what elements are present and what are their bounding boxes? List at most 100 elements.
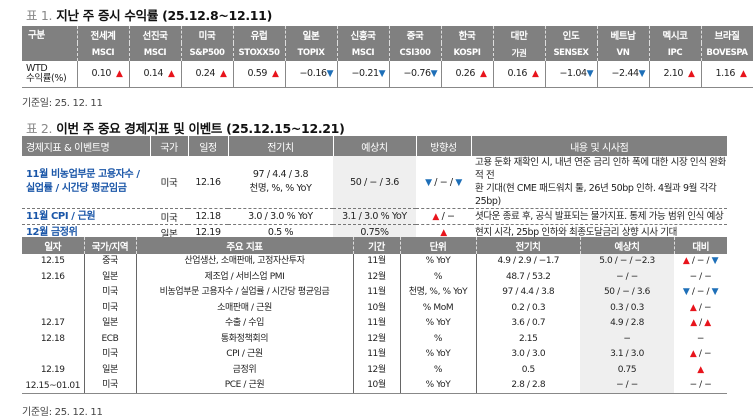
up-arrow-icon: ▲ xyxy=(739,68,747,79)
date-cell: 12.19 xyxy=(40,364,65,375)
forecast-cell: − / − xyxy=(580,269,674,285)
header-cell: 전기치 xyxy=(476,237,581,254)
header-market: 중국 xyxy=(389,26,442,43)
event-name[interactable]: 11월 비농업부문 고용자수 / 실업률 / 시간당 평균임금 xyxy=(22,156,150,209)
up-arrow-icon: ▲ xyxy=(167,68,175,79)
calendar-row: 12.15 중국 산업생산, 소매판매, 고정자산투자 11월 % YoY 4.9 / 2… xyxy=(22,254,727,270)
vs-cell: − xyxy=(696,333,705,344)
period-cell: 12월 xyxy=(367,271,386,282)
header-market: 베트남 xyxy=(597,26,650,43)
country-cell: 중국 xyxy=(83,254,136,270)
return-value: −0.16 xyxy=(299,68,328,80)
return-cell: 0.16 ▲ xyxy=(493,61,546,88)
up-arrow-icon: ▲ xyxy=(479,68,487,79)
vs-cell: ▲ xyxy=(674,363,727,379)
prev-cell: 0.5 xyxy=(475,362,580,378)
return-value: 0.10 xyxy=(91,68,112,80)
event-country: 미국 xyxy=(150,156,188,209)
date-cell: 12.15~01.01 xyxy=(22,378,84,394)
unit-cell: % xyxy=(399,331,476,347)
country-cell: 일본 xyxy=(83,362,136,378)
unit-cell: % YoY xyxy=(399,316,476,332)
header-index: MSCI xyxy=(77,43,130,61)
prev-cell: 48.7 / 53.2 xyxy=(475,269,580,285)
down-arrow-icon: ▼ xyxy=(682,287,690,298)
header-index: MSCI xyxy=(129,43,182,61)
header-market: 선진국 xyxy=(129,26,182,43)
period-cell: 11월 xyxy=(367,349,386,360)
header-cell: 기간 xyxy=(353,237,401,254)
return-cell: 0.24 ▲ xyxy=(181,61,234,88)
period-cell: 12월 xyxy=(367,333,386,344)
prev-cell: 2.8 / 2.8 xyxy=(475,378,580,394)
down-arrow-icon: ▼ xyxy=(378,68,386,79)
event-description: 셧다운 종료 후, 공식 발표되는 물가지표. 통제 가능 범위 인식 예상 xyxy=(471,208,727,225)
indicator-cell: 제조업 / 서비스업 PMI xyxy=(135,269,354,285)
event-name[interactable]: 11월 CPI / 근원 xyxy=(22,208,150,225)
down-arrow-icon: ▼ xyxy=(430,68,438,79)
country-cell: 미국 xyxy=(83,300,136,316)
up-arrow-icon: ▲ xyxy=(704,318,711,329)
calendar-row: 12.16 일본 제조업 / 서비스업 PMI 12월% 48.7 / 53.2− / … xyxy=(22,269,727,285)
up-arrow-icon: ▲ xyxy=(115,68,123,79)
prev-cell: 0.2 / 0.3 xyxy=(475,300,580,316)
event-date: 12.16 xyxy=(188,156,228,209)
unit-cell: 천명, %, % YoY xyxy=(399,285,476,301)
forecast-cell: 50 / − / 3.6 xyxy=(580,285,674,301)
table1-title: 표 1. 지난 주 증시 수익률 (25.12.8~12.11) xyxy=(26,8,272,23)
event-direction: ▼ / − / ▼ xyxy=(416,156,471,209)
return-value: −0.76 xyxy=(403,68,432,80)
header-cell: 예상치 xyxy=(580,237,675,254)
header-cell: 일자 xyxy=(22,237,85,254)
table3-note: 기준일: 25. 12. 11 xyxy=(22,407,103,418)
unit-cell: % xyxy=(399,362,476,378)
header-market: 대만 xyxy=(493,26,546,43)
date-cell: 12.17 xyxy=(40,318,65,329)
period-cell: 11월 xyxy=(367,318,386,329)
vs-cell: ▲ / − xyxy=(689,349,712,360)
forecast-cell: − xyxy=(580,331,674,347)
calendar-row: 12.18 ECB 통화정책회의 12월% 2.15− − xyxy=(22,331,727,347)
prev-cell: 97 / 4.4 / 3.8 xyxy=(475,285,580,301)
return-cell: 2.10 ▲ xyxy=(649,61,702,88)
header-index: STOXX50 xyxy=(233,43,286,61)
calendar-row: 12.17 일본 수출 / 수입 11월 % YoY 3.6 / 0.7 4.9 / 2.8… xyxy=(22,316,727,332)
vs-cell: ▲ / − / ▼ xyxy=(682,256,719,267)
header-market: 신흥국 xyxy=(337,26,390,43)
calendar-row: 12.15~01.01 미국 PCE / 근원 10월% YoY 2.8 / 2.8− … xyxy=(22,378,727,394)
vs-cell: ▲ / ▲ xyxy=(690,318,711,329)
return-value: 0.59 xyxy=(247,68,268,80)
date-cell: 12.15 xyxy=(40,256,65,267)
forecast-cell: 0.3 / 0.3 xyxy=(580,300,674,316)
return-value: 0.26 xyxy=(455,68,476,80)
date-cell xyxy=(22,301,84,317)
event-prev: 97 / 4.4 / 3.8 천명, %, % YoY xyxy=(228,156,333,209)
header-cell: 방향성 xyxy=(416,136,472,156)
unit-cell: % MoM xyxy=(399,300,476,316)
header-market: 인도 xyxy=(545,26,598,43)
header-market: 전세계 xyxy=(77,26,130,43)
header-cell: 국가/지역 xyxy=(84,237,137,254)
event-row: 11월 비농업부문 고용자수 / 실업률 / 시간당 평균임금 미국 12.16 97 … xyxy=(22,156,727,209)
period-cell: 11월 xyxy=(367,287,386,298)
indicator-cell: 소매판매 / 근원 xyxy=(135,300,354,316)
date-cell: 12.18 xyxy=(40,333,65,344)
header-market: 미국 xyxy=(181,26,234,43)
header-cell: 대비 xyxy=(674,237,727,254)
table1-note: 기준일: 25. 12. 11 xyxy=(22,98,103,109)
down-arrow-icon: ▼ xyxy=(711,287,719,298)
forecast-cell: 4.9 / 2.8 xyxy=(580,316,674,332)
header-cell: 국가 xyxy=(150,136,189,156)
prev-cell: 3.0 / 3.0 xyxy=(475,347,580,363)
return-cell: −0.76 ▼ xyxy=(389,61,442,88)
event-date: 12.18 xyxy=(188,208,228,225)
vs-cell: ▼ / − / ▼ xyxy=(682,287,719,298)
header-cell: 경제지표 & 이벤트명 xyxy=(22,136,151,156)
calendar-row: 미국 소매판매 / 근원 10월 % MoM 0.2 / 0.3 0.3 / 0.3 ▲ /… xyxy=(22,300,727,317)
header-index: MSCI xyxy=(337,43,390,61)
header-index: 가권 xyxy=(493,43,546,61)
indicator-cell: 비농업부문 고용자수 / 실업률 / 시간당 평균임금 xyxy=(135,285,354,301)
up-arrow-icon: ▲ xyxy=(271,68,279,79)
header-index: IPC xyxy=(649,43,702,61)
country-cell: ECB xyxy=(83,331,136,347)
